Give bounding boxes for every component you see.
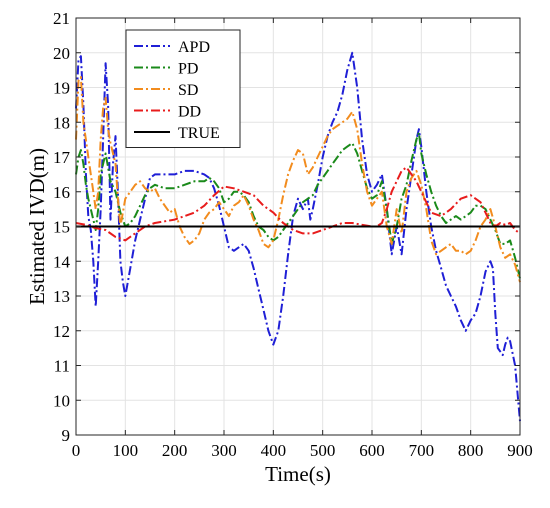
- series-line-dd: [75, 166, 521, 242]
- y-tick-label: 13: [53, 287, 70, 306]
- legend: APD PD SD DD TRUE: [125, 29, 241, 148]
- y-tick-label: 17: [53, 148, 71, 167]
- y-tick-label: 12: [53, 322, 70, 341]
- y-tick-label: 14: [53, 252, 71, 271]
- y-tick-label: 19: [53, 79, 70, 98]
- x-tick-label: 500: [310, 441, 336, 460]
- legend-label-pd: PD: [178, 61, 198, 78]
- y-tick-label: 18: [53, 113, 70, 132]
- legend-label-apd: APD: [178, 39, 210, 56]
- x-tick-label: 400: [261, 441, 287, 460]
- x-tick-label: 600: [359, 441, 385, 460]
- legend-label-dd: DD: [178, 104, 201, 121]
- y-tick-label: 11: [54, 357, 70, 376]
- plot-lines: [75, 51, 521, 422]
- y-tick-label: 21: [53, 9, 70, 28]
- x-tick-label: 800: [458, 441, 484, 460]
- y-ticks: 9 10 11 12 13 14 15 16 17 18 19 20 21: [53, 9, 520, 445]
- x-tick-label: 700: [409, 441, 435, 460]
- legend-label-sd: SD: [178, 82, 198, 99]
- y-tick-label: 9: [62, 426, 71, 445]
- x-tick-label: 300: [211, 441, 237, 460]
- x-tick-label: 200: [162, 441, 188, 460]
- y-tick-label: 15: [53, 218, 70, 237]
- x-tick-label: 0: [72, 441, 81, 460]
- series-line-sd: [75, 76, 521, 283]
- y-axis-label: Estimated IVD(m): [25, 148, 49, 305]
- y-tick-label: 10: [53, 391, 70, 410]
- legend-box: [125, 29, 241, 148]
- x-ticks: 0 100 200 300 400 500 600 700 800 900: [72, 18, 533, 460]
- x-tick-label: 100: [113, 441, 139, 460]
- x-tick-label: 900: [507, 441, 533, 460]
- y-tick-label: 20: [53, 44, 70, 63]
- y-tick-label: 16: [53, 183, 70, 202]
- x-axis-label: Time(s): [265, 462, 331, 486]
- legend-label-true: TRUE: [178, 125, 220, 142]
